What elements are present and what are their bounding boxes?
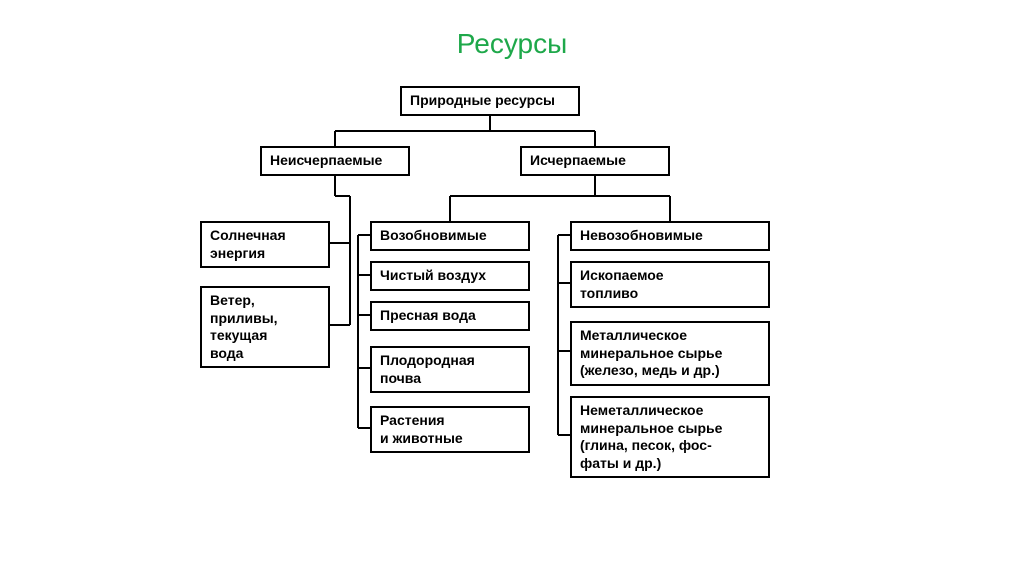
node-plants: Растенияи животные	[370, 406, 530, 453]
node-solar: Солнечнаяэнергия	[200, 221, 330, 268]
node-water: Пресная вода	[370, 301, 530, 331]
node-nonrenew: Невозобновимые	[570, 221, 770, 251]
node-fossil: Ископаемоетопливо	[570, 261, 770, 308]
node-renew: Возобновимые	[370, 221, 530, 251]
page-title: Ресурсы	[0, 0, 1024, 76]
node-wind: Ветер,приливы,текущаявода	[200, 286, 330, 368]
node-nonmetal: Неметаллическоеминеральное сырье(глина, …	[570, 396, 770, 478]
node-exhaust: Исчерпаемые	[520, 146, 670, 176]
resources-tree-diagram: Природные ресурсы Неисчерпаемые Исчерпаемы…	[0, 76, 1024, 556]
node-inexhaust: Неисчерпаемые	[260, 146, 410, 176]
node-metal: Металлическоеминеральное сырье(железо, м…	[570, 321, 770, 386]
node-air: Чистый воздух	[370, 261, 530, 291]
node-root: Природные ресурсы	[400, 86, 580, 116]
node-soil: Плодороднаяпочва	[370, 346, 530, 393]
